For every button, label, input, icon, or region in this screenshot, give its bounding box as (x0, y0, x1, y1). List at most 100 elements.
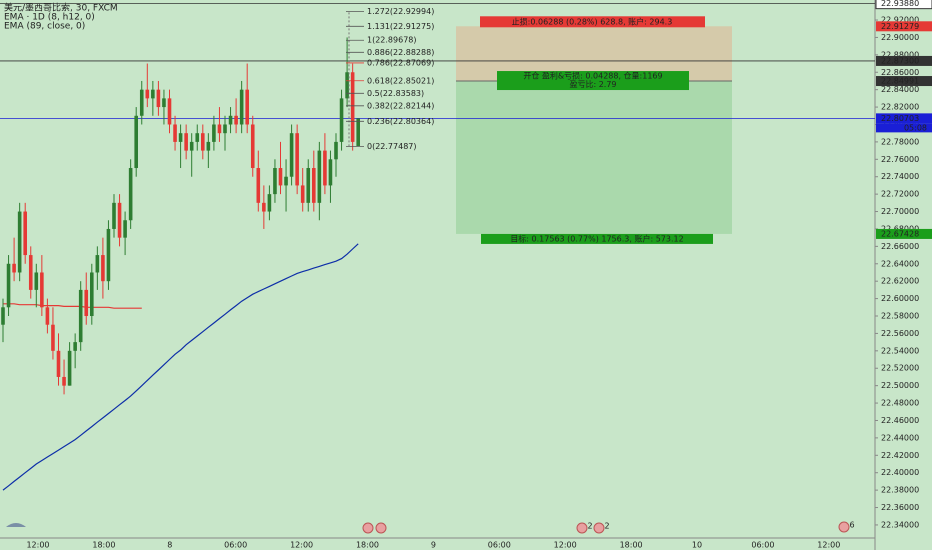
entry-label-box (497, 71, 689, 91)
price-label: 22.84991 (881, 77, 919, 86)
y-tick-label: 22.48000 (881, 399, 919, 408)
candle-body (134, 115, 138, 169)
candle-body (206, 141, 211, 151)
candle-body (45, 307, 50, 325)
price-label-box (876, 55, 932, 66)
candle-body (123, 220, 127, 238)
legend-symbol: 美元/墨西哥比索, 30, FXCM (4, 2, 118, 14)
candle-body (145, 89, 150, 99)
fib-label: 0(22.77487) (367, 142, 417, 151)
y-tick-label: 22.88000 (881, 50, 919, 59)
candle-body (128, 168, 133, 221)
target-label-box (481, 233, 713, 244)
candle-body (151, 89, 155, 99)
target-zone (456, 81, 732, 234)
fib-label: 0.886(22.88288) (367, 48, 434, 57)
candle-body (106, 228, 111, 282)
candle-body (273, 168, 277, 195)
candle-body (139, 89, 144, 116)
x-tick-label: 18:00 (92, 541, 115, 550)
candle-body (312, 168, 316, 203)
candle-body (212, 124, 216, 142)
candle-body (339, 98, 344, 142)
candle-body (323, 150, 327, 186)
price-label: 22.91279 (881, 22, 919, 31)
candle-body (167, 98, 172, 125)
y-tick-label: 22.52000 (881, 364, 919, 373)
x-tick-label: 06:00 (751, 541, 774, 550)
entry-label: 盈亏比: 2.79 (569, 79, 616, 89)
y-tick-label: 22.56000 (881, 329, 919, 338)
legend-ema-89: EMA (89, close, 0) (4, 22, 85, 32)
y-tick-label: 22.58000 (881, 312, 919, 321)
candle-body (178, 133, 183, 142)
y-tick-label: 22.86000 (881, 68, 919, 77)
candle-body (173, 124, 177, 142)
candle-body (356, 118, 360, 147)
candle-body (90, 272, 94, 317)
candle-body (217, 124, 222, 134)
event-badge: 2 (604, 522, 609, 531)
y-tick-label: 22.64000 (881, 259, 919, 268)
fib-label: 0.5(22.83583) (367, 89, 424, 98)
event-icon (362, 522, 374, 534)
y-tick-label: 22.76000 (881, 155, 919, 164)
candle-body (284, 176, 288, 186)
y-tick-label: 22.38000 (881, 486, 919, 495)
event-icon (576, 522, 588, 534)
x-tick-label: 12:00 (290, 541, 313, 550)
candle-body (51, 324, 55, 351)
y-tick-label: 22.72000 (881, 190, 919, 199)
candle-body (40, 272, 44, 308)
candle-body (84, 289, 89, 317)
fib-label: 1(22.89678) (367, 36, 417, 45)
x-tick-label: 12:00 (554, 541, 577, 550)
price-label: 22.93880 (881, 0, 919, 8)
candle-body (23, 211, 27, 256)
price-label: 22.67428 (881, 229, 919, 238)
candle-body (78, 289, 83, 343)
event-badge: 2 (587, 522, 592, 531)
y-tick-label: 22.46000 (881, 416, 919, 425)
candle-body (67, 350, 72, 386)
y-tick-label: 22.34000 (881, 520, 919, 529)
candle-body (328, 159, 333, 186)
y-tick-label: 22.92000 (881, 16, 919, 25)
candle-body (195, 133, 200, 142)
fib-label: 0.786(22.87069) (367, 58, 434, 67)
y-tick-label: 22.54000 (881, 346, 919, 355)
stop-label: 止损:0.06288 (0.28%) 628.8, 账户: 294.3 (512, 16, 673, 26)
stop-label-box (480, 16, 705, 28)
y-tick-label: 22.36000 (881, 503, 919, 512)
fib-label: 0.236(22.80364) (367, 117, 434, 126)
event-icon (838, 521, 850, 533)
event-icon (593, 522, 605, 534)
price-label-box (876, 228, 932, 239)
y-tick-label: 22.44000 (881, 433, 919, 442)
price-label-sub-box (876, 123, 932, 133)
x-tick-label: 10 (692, 541, 702, 550)
candle-body (117, 202, 122, 238)
entry-label: 开仓 盈利&亏损: 0.04288, 仓量:1169 (523, 71, 662, 81)
y-tick-label: 22.40000 (881, 468, 919, 477)
price-label-box (876, 76, 932, 87)
candle-body (239, 89, 244, 125)
fib-label: 0.618(22.85021) (367, 76, 434, 85)
candle-body (17, 211, 22, 273)
price-label-sub: 05:08 (904, 123, 927, 132)
candle-body (317, 150, 322, 203)
candle-body (12, 263, 16, 273)
candle-body (156, 89, 161, 108)
candle-body (350, 72, 355, 142)
candle-body (62, 376, 66, 386)
price-label-box (876, 113, 932, 124)
candle-body (262, 202, 266, 212)
price-label-box (876, 21, 932, 32)
x-tick-label: 12:00 (817, 541, 840, 550)
event-badge: 6 (849, 521, 854, 530)
logo-icon (6, 523, 26, 527)
candle-body (245, 89, 249, 125)
candle-body (223, 124, 227, 134)
candle-body (228, 115, 233, 125)
price-label: 22.80703 (881, 114, 919, 123)
